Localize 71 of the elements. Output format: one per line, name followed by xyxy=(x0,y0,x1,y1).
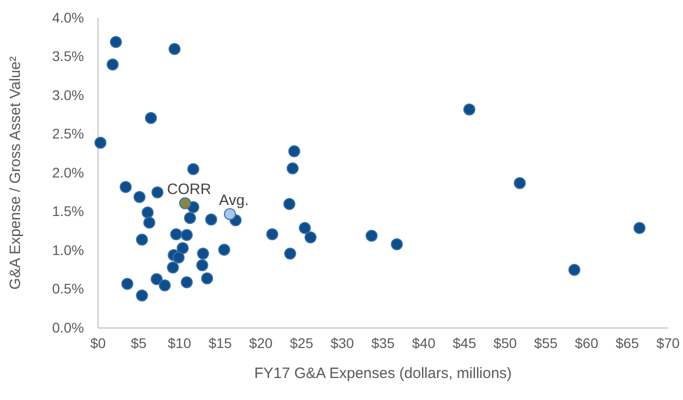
point xyxy=(205,214,218,226)
point xyxy=(184,212,196,224)
x-tick-label: $70 xyxy=(656,334,680,351)
x-tick-label: $0 xyxy=(90,334,106,351)
x-tick-label: $5 xyxy=(130,334,147,351)
point xyxy=(366,230,378,242)
point xyxy=(110,36,122,48)
y-axis-title: G&A Expense / Gross Asset Value² xyxy=(7,56,24,290)
x-axis-title: FY17 G&A Expenses (dollars, millions) xyxy=(254,365,512,382)
x-tick-label: $45 xyxy=(452,334,476,351)
x-tick-label: $35 xyxy=(371,334,395,351)
x-tick-label: $10 xyxy=(168,334,192,351)
point xyxy=(143,216,156,229)
y-tick-label: 3.0% xyxy=(52,86,84,103)
y-tick-label: 2.5% xyxy=(52,126,84,142)
x-tick-label: $15 xyxy=(208,334,232,351)
point xyxy=(286,162,299,174)
point xyxy=(134,191,146,204)
point xyxy=(180,276,193,288)
point xyxy=(298,222,311,234)
y-tick-label: 0.0% xyxy=(52,319,84,336)
point xyxy=(463,103,476,116)
point xyxy=(283,198,296,210)
point xyxy=(142,206,154,219)
point xyxy=(634,222,646,234)
point xyxy=(94,136,106,149)
x-tick-label: $30 xyxy=(330,334,354,351)
point xyxy=(120,180,132,193)
point xyxy=(288,145,300,158)
point xyxy=(136,234,148,246)
point xyxy=(166,262,179,274)
y-tick-label: 2.0% xyxy=(52,164,84,180)
y-tick-label: 4.0% xyxy=(52,9,84,26)
x-tick-label: $55 xyxy=(534,334,558,351)
point xyxy=(514,177,526,190)
x-tick-label: $20 xyxy=(249,334,273,351)
point xyxy=(266,228,278,240)
y-tick-label: 0.5% xyxy=(52,280,84,297)
point xyxy=(170,228,182,240)
point xyxy=(568,264,580,276)
point xyxy=(201,272,214,284)
point xyxy=(390,238,403,250)
y-tick-label: 1.5% xyxy=(52,203,84,220)
point xyxy=(151,186,164,198)
x-tick-label: $65 xyxy=(616,334,640,351)
point xyxy=(179,197,192,210)
x-tick-label: $50 xyxy=(493,334,518,351)
x-tick-label: $60 xyxy=(574,334,598,351)
y-tick-label: 3.5% xyxy=(52,48,84,64)
point xyxy=(121,278,134,290)
y-tick-label: 1.0% xyxy=(52,242,84,258)
x-tick-label: $25 xyxy=(290,334,314,351)
point xyxy=(304,231,317,244)
point xyxy=(168,43,181,55)
point xyxy=(172,251,185,264)
series-label: CORR xyxy=(167,181,212,198)
point xyxy=(158,279,171,292)
point xyxy=(180,229,193,241)
point xyxy=(150,273,163,286)
point xyxy=(106,58,119,70)
point xyxy=(176,242,189,254)
point xyxy=(197,248,210,260)
x-tick-label: $40 xyxy=(412,334,436,351)
point xyxy=(187,163,200,176)
point xyxy=(144,112,157,124)
point xyxy=(196,259,208,272)
point xyxy=(284,248,296,260)
point xyxy=(218,244,230,256)
series-label: Avg. xyxy=(219,192,249,210)
point xyxy=(224,208,236,220)
point xyxy=(136,289,148,302)
